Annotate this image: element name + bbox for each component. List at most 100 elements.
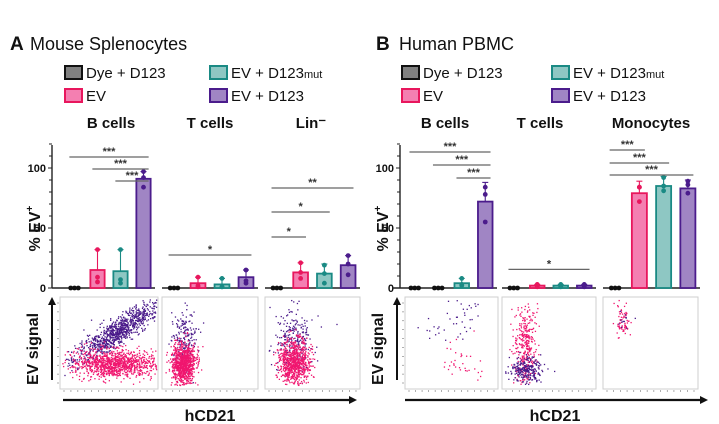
flow-event bbox=[531, 336, 533, 339]
flow-event bbox=[110, 365, 112, 367]
flow-event bbox=[197, 364, 199, 366]
flow-event bbox=[110, 361, 113, 363]
flow-event bbox=[304, 332, 307, 334]
flow-event bbox=[126, 357, 128, 359]
flow-event bbox=[305, 382, 307, 384]
flow-event bbox=[154, 302, 156, 304]
flow-event bbox=[101, 369, 104, 371]
flow-event bbox=[134, 321, 136, 324]
flow-event bbox=[526, 331, 528, 333]
flow-event bbox=[136, 317, 138, 319]
flow-event bbox=[296, 365, 298, 367]
flow-event bbox=[121, 317, 123, 319]
flow-event bbox=[300, 349, 302, 351]
flow-event bbox=[136, 331, 139, 333]
flow-event bbox=[148, 357, 150, 359]
flow-event bbox=[522, 378, 524, 380]
flow-event bbox=[99, 366, 101, 368]
flow-event bbox=[514, 316, 516, 318]
flow-event bbox=[526, 324, 528, 326]
flow-event bbox=[273, 354, 275, 356]
flow-event bbox=[294, 367, 296, 369]
flow-event bbox=[288, 362, 290, 365]
flow-event bbox=[92, 343, 94, 345]
flow-event bbox=[94, 378, 96, 380]
flow-event bbox=[176, 366, 179, 368]
flow-event bbox=[175, 350, 178, 352]
flow-event bbox=[186, 371, 188, 373]
flow-event bbox=[519, 369, 522, 371]
flow-event bbox=[99, 326, 101, 329]
flow-event bbox=[299, 333, 301, 336]
flow-event bbox=[85, 362, 88, 364]
flow-event bbox=[142, 367, 144, 369]
flow-event bbox=[117, 365, 120, 367]
flow-event bbox=[148, 314, 151, 316]
flow-event bbox=[308, 364, 310, 366]
flow-event bbox=[284, 319, 286, 322]
flow-event bbox=[67, 358, 69, 361]
flow-x-axis-title: hCD21 bbox=[185, 408, 236, 424]
flow-event bbox=[193, 311, 195, 313]
flow-event bbox=[291, 343, 293, 345]
flow-event bbox=[103, 345, 105, 347]
flow-event bbox=[115, 360, 117, 362]
flow-event bbox=[179, 384, 182, 387]
flow-event bbox=[187, 347, 189, 349]
flow-event bbox=[310, 343, 312, 346]
flow-event bbox=[309, 365, 311, 367]
flow-event bbox=[100, 333, 102, 336]
flow-event bbox=[275, 315, 277, 318]
flow-event bbox=[108, 358, 110, 361]
flow-event bbox=[534, 360, 536, 362]
flow-event bbox=[449, 341, 451, 344]
flow-event bbox=[298, 376, 300, 378]
flow-event bbox=[446, 312, 449, 315]
flow-event bbox=[289, 327, 291, 329]
flow-event bbox=[137, 312, 139, 314]
flow-event bbox=[140, 312, 142, 315]
flow-event bbox=[105, 344, 107, 346]
flow-event bbox=[119, 374, 122, 377]
flow-event bbox=[142, 300, 144, 302]
flow-event bbox=[128, 361, 130, 363]
flow-event bbox=[141, 323, 143, 325]
flow-event bbox=[188, 347, 190, 349]
flow-event bbox=[469, 355, 472, 358]
flow-event bbox=[180, 337, 182, 340]
flow-event bbox=[297, 368, 299, 370]
flow-event bbox=[102, 358, 104, 360]
flow-event bbox=[301, 341, 303, 344]
flow-event bbox=[124, 354, 126, 356]
flow-event bbox=[530, 347, 533, 349]
flow-event bbox=[179, 348, 181, 350]
flow-event bbox=[95, 357, 97, 359]
flow-event bbox=[116, 361, 119, 363]
flow-event bbox=[130, 352, 132, 355]
flow-event bbox=[521, 356, 524, 359]
flow-event bbox=[133, 359, 135, 362]
flow-event bbox=[301, 366, 303, 368]
flow-event bbox=[520, 351, 522, 354]
flow-event bbox=[136, 324, 139, 326]
flow-event bbox=[520, 370, 523, 372]
flow-event bbox=[168, 343, 170, 345]
data-point bbox=[616, 285, 622, 291]
flow-event bbox=[294, 340, 297, 343]
flow-event bbox=[532, 328, 534, 330]
flow-event bbox=[176, 356, 178, 358]
flow-event bbox=[289, 364, 292, 366]
flow-event bbox=[129, 320, 131, 323]
flow-event bbox=[293, 370, 296, 372]
flow-event bbox=[293, 328, 295, 330]
flow-event bbox=[100, 337, 103, 340]
flow-event bbox=[78, 367, 80, 369]
flow-event bbox=[111, 323, 113, 326]
flow-event bbox=[293, 344, 295, 347]
flow-event bbox=[109, 364, 112, 366]
flow-event bbox=[183, 343, 185, 345]
flow-event bbox=[125, 361, 127, 363]
flow-event bbox=[300, 369, 302, 372]
flow-event bbox=[186, 332, 189, 335]
